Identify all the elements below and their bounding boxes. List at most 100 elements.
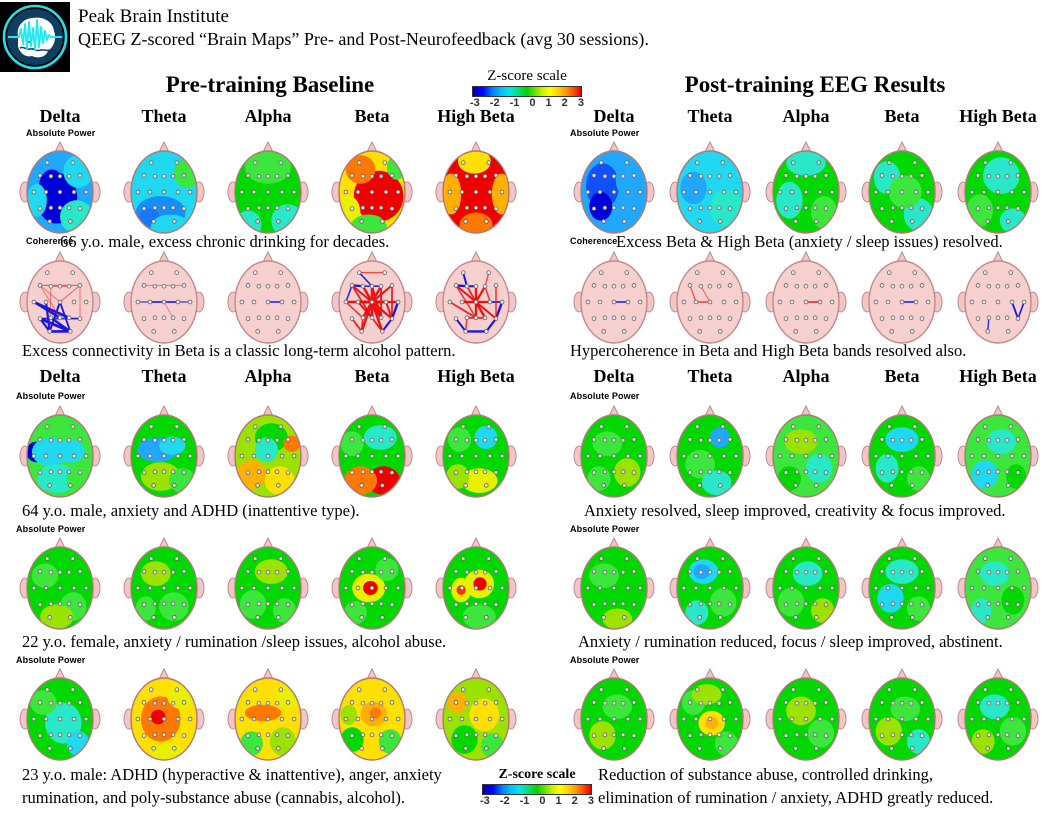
eeg-coherence-map [957, 250, 1039, 344]
eeg-coherence-map [765, 250, 847, 344]
head-map-cell [320, 667, 424, 765]
eeg-coherence-map [669, 250, 751, 344]
caption-case4-pre-line1: 23 y.o. male: ADHD (hyperactive & inatte… [22, 765, 442, 784]
head-map-cell [662, 536, 758, 634]
head-map-cell [112, 404, 216, 502]
eeg-head-map [957, 140, 1039, 234]
head-map-row-case2-pre-power [8, 404, 528, 502]
row-label-absolute-power: Absolute Power [16, 524, 86, 534]
row-label-absolute-power: Absolute Power [16, 655, 86, 665]
head-map-cell [112, 140, 216, 238]
head-map-cell [950, 404, 1046, 502]
head-map-cell [758, 667, 854, 765]
z-tick: 2 [561, 97, 568, 109]
band-label-alpha: Alpha [244, 106, 292, 126]
z-tick: 0 [539, 795, 546, 807]
band-label-high-beta: High Beta [959, 106, 1037, 126]
caption-case4-pre-line2: rumination, and poly-substance abuse (ca… [22, 788, 406, 807]
head-map-cell [8, 404, 112, 502]
caption-case4-post-line2: elimination of rumination / anxiety, ADH… [598, 788, 994, 807]
head-map-row-case4-post-power [566, 667, 1046, 765]
eeg-head-map [957, 667, 1039, 761]
band-label-delta: Delta [593, 106, 635, 126]
head-map-cell [216, 667, 320, 765]
z-score-ticks: -3 -2 -1 0 1 2 3 [470, 97, 584, 109]
eeg-coherence-map [861, 250, 943, 344]
eeg-head-map [435, 404, 517, 498]
band-labels-post-2: Delta Theta Alpha Beta High Beta [566, 366, 1046, 388]
head-map-cell [424, 250, 528, 348]
eeg-head-map [435, 140, 517, 234]
head-map-cell [8, 667, 112, 765]
eeg-head-map [765, 667, 847, 761]
z-tick: -3 [480, 795, 490, 807]
eeg-head-map [19, 536, 101, 630]
z-score-scale-top: Z-score scale -3 -2 -1 0 1 2 3 [468, 68, 586, 109]
eeg-head-map [765, 536, 847, 630]
head-map-cell [566, 250, 662, 348]
eeg-head-map [123, 536, 205, 630]
eeg-head-map [669, 140, 751, 234]
eeg-head-map [861, 536, 943, 630]
head-map-cell [320, 140, 424, 238]
head-map-cell [424, 667, 528, 765]
row-label-absolute-power: Absolute Power [16, 391, 86, 401]
eeg-head-map [573, 536, 655, 630]
band-labels-post-1: Delta Theta Alpha Beta High Beta [566, 106, 1046, 128]
eeg-head-map [573, 404, 655, 498]
head-map-cell [216, 536, 320, 634]
z-tick: -1 [509, 97, 520, 109]
head-map-row-case1-pre-power [8, 140, 528, 238]
z-tick: -3 [470, 97, 480, 109]
band-label-delta: Delta [39, 106, 81, 126]
eeg-head-map [861, 404, 943, 498]
head-map-cell [112, 250, 216, 348]
caption-case3-pre: 22 y.o. female, anxiety / rumination /sl… [22, 632, 447, 651]
head-map-cell [216, 140, 320, 238]
eeg-coherence-map [19, 250, 101, 344]
head-map-cell [854, 667, 950, 765]
band-label-delta: Delta [39, 366, 81, 386]
org-name: Peak Brain Institute [78, 6, 229, 27]
caption-case1-pre-coherence: Excess connectivity in Beta is a classic… [22, 341, 456, 360]
eeg-head-map [669, 667, 751, 761]
head-map-cell [854, 140, 950, 238]
head-map-cell [854, 536, 950, 634]
head-map-row-case3-post-power [566, 536, 1046, 634]
eeg-head-map [435, 536, 517, 630]
head-map-cell [216, 250, 320, 348]
eeg-head-map [957, 536, 1039, 630]
head-map-cell [424, 140, 528, 238]
head-map-cell [950, 667, 1046, 765]
eeg-head-map [331, 667, 413, 761]
head-map-cell [112, 667, 216, 765]
z-tick: -2 [499, 795, 510, 807]
band-label-high-beta: High Beta [437, 366, 515, 386]
head-map-cell [424, 536, 528, 634]
band-label-delta: Delta [593, 366, 635, 386]
row-label-absolute-power: Absolute Power [570, 128, 640, 138]
band-label-high-beta: High Beta [437, 106, 515, 126]
head-map-cell [566, 140, 662, 238]
band-label-theta: Theta [687, 106, 733, 126]
eeg-head-map [123, 140, 205, 234]
head-map-cell [8, 140, 112, 238]
band-label-alpha: Alpha [782, 366, 830, 386]
caption-case1-post: Excess Beta & High Beta (anxiety / sleep… [616, 232, 1003, 251]
head-map-cell [424, 404, 528, 502]
z-score-colorbar [482, 784, 592, 795]
head-map-cell [854, 404, 950, 502]
document-subtitle: QEEG Z-scored “Brain Maps” Pre- and Post… [78, 29, 649, 49]
z-score-ticks: -3 -2 -1 0 1 2 3 [480, 795, 594, 807]
eeg-head-map [227, 667, 309, 761]
eeg-head-map [331, 404, 413, 498]
head-map-cell [566, 667, 662, 765]
head-map-cell [216, 404, 320, 502]
head-map-cell [758, 536, 854, 634]
band-labels-pre-1: Delta Theta Alpha Beta High Beta [8, 106, 528, 128]
head-map-row-case1-pre-coherence [8, 250, 528, 348]
band-label-theta: Theta [141, 106, 187, 126]
pre-training-section-title: Pre-training Baseline [165, 72, 375, 97]
eeg-head-map [957, 404, 1039, 498]
z-score-scale-bottom: Z-score scale -3 -2 -1 0 1 2 3 [478, 766, 596, 807]
